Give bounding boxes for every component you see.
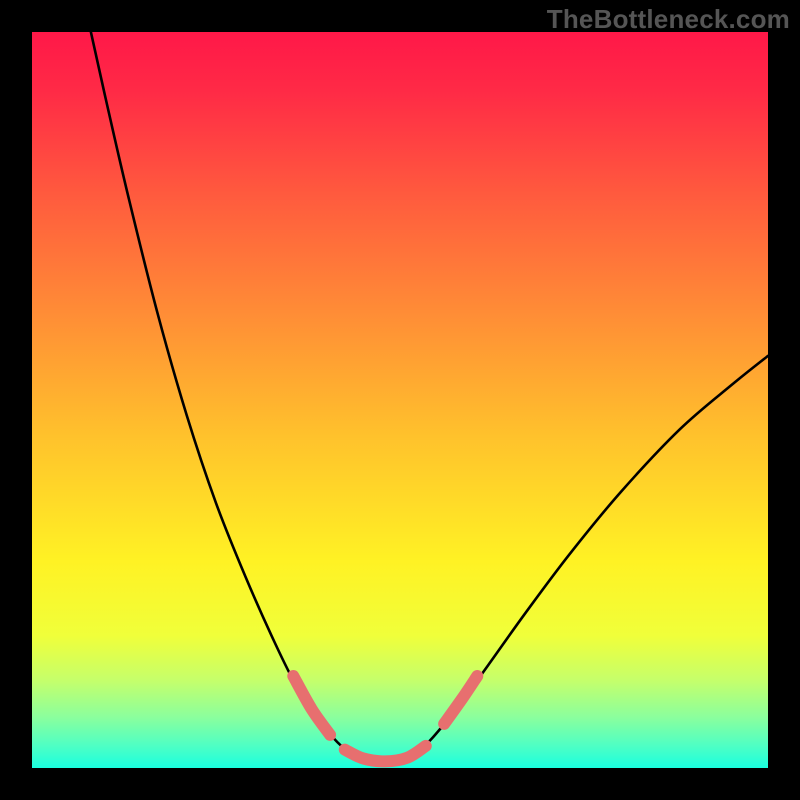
watermark-text: TheBottleneck.com: [547, 4, 790, 35]
chart-background: [32, 32, 768, 768]
bottleneck-chart: [32, 32, 768, 768]
